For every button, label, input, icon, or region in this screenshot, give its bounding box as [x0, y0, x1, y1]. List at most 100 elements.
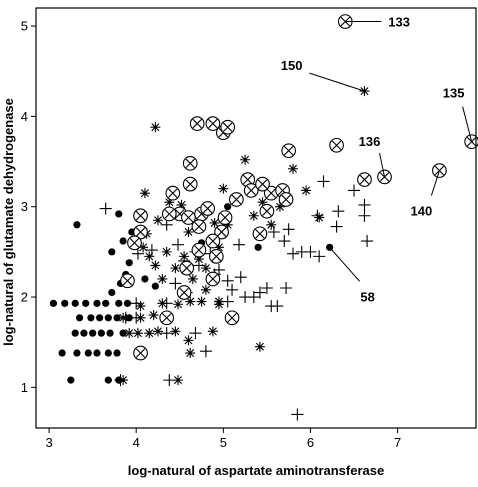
point-plus: [169, 277, 182, 290]
point-dot: [123, 299, 132, 307]
point-dot: [87, 314, 95, 322]
point-star: [288, 163, 299, 174]
point-star: [150, 260, 161, 271]
annotation-label: 136: [359, 134, 381, 149]
annotation-leader-line: [309, 72, 365, 92]
y-tick-label: 1: [21, 380, 28, 395]
point-star: [124, 328, 135, 339]
annotation-label: 58: [360, 289, 374, 304]
point-star: [213, 242, 224, 253]
point-star: [200, 284, 211, 295]
point-plus: [226, 283, 239, 296]
point-star: [173, 299, 184, 310]
point-dot: [93, 299, 101, 307]
annotation-leader-line: [379, 152, 386, 178]
point-plus: [160, 327, 173, 340]
point-circle-x: [255, 176, 270, 192]
x-tick-label: 5: [220, 435, 227, 450]
point-dot: [125, 259, 133, 267]
point-plus: [199, 345, 212, 358]
y-axis-title: log-natural of glutamate dehydrogenase: [1, 98, 16, 346]
point-circle-x: [278, 192, 294, 207]
point-plus: [253, 286, 266, 299]
point-circle-x: [281, 143, 297, 159]
point-circle-x: [200, 201, 215, 216]
point-dot: [71, 329, 79, 337]
point-star: [152, 326, 163, 337]
point-plus: [234, 271, 247, 284]
x-tick-label: 4: [133, 435, 140, 450]
annotation-label: 140: [411, 204, 433, 219]
x-tick-label: 6: [307, 435, 314, 450]
point-star: [173, 375, 184, 386]
point-dot: [93, 349, 101, 357]
point-circle-x: [243, 183, 259, 198]
point-star: [176, 199, 187, 210]
point-circle-x: [259, 203, 275, 219]
point-circle-x: [191, 219, 207, 234]
point-star: [200, 263, 211, 274]
point-star: [209, 217, 220, 228]
point-circle-x: [205, 116, 221, 131]
point-plus: [163, 374, 176, 387]
point-circle-x: [159, 310, 175, 326]
point-star: [150, 122, 161, 133]
point-plus: [358, 209, 371, 222]
point-star: [148, 310, 159, 321]
point-dot: [224, 203, 232, 211]
point-plus: [267, 226, 280, 238]
x-axis-title: log-natural of aspartate aminotransferas…: [128, 463, 384, 478]
point-plus: [221, 295, 234, 308]
point-circle-x: [161, 206, 177, 222]
point-dot: [104, 376, 112, 384]
point-star: [161, 246, 172, 257]
point-star: [248, 210, 259, 221]
point-star: [193, 254, 204, 265]
point-circle-x: [205, 233, 221, 249]
point-circle-x: [224, 310, 240, 326]
point-dot: [84, 349, 92, 357]
point-plus: [291, 408, 304, 421]
point-dot: [82, 299, 90, 307]
point-dot: [115, 299, 123, 307]
point-plus: [247, 291, 260, 304]
point-star: [254, 341, 265, 352]
point-star: [183, 335, 194, 346]
point-plus: [271, 300, 284, 313]
point-star: [301, 185, 312, 196]
point-circle-x: [205, 271, 221, 287]
point-dot: [254, 243, 262, 251]
point-plus: [260, 282, 273, 294]
tick-layer: 3 4 5 6 7 1 2 3 4 5: [21, 19, 401, 450]
point-plus: [160, 297, 173, 310]
point-plus: [130, 297, 143, 310]
point-circle-x: [377, 169, 392, 185]
point-dot: [58, 349, 66, 357]
point-dot: [49, 299, 58, 307]
point-circle-x: [214, 224, 229, 240]
point-circle-x: [120, 273, 135, 289]
point-circle-x: [127, 235, 142, 251]
point-star: [222, 219, 233, 230]
point-star: [274, 201, 285, 212]
annotation-leader-line: [462, 106, 473, 142]
point-circle-x: [329, 137, 344, 153]
point-star: [157, 273, 168, 284]
point-plus: [282, 223, 295, 236]
point-plus: [278, 235, 291, 248]
point-plus: [233, 238, 246, 251]
point-star: [139, 188, 150, 199]
y-tick-label: 3: [21, 199, 28, 214]
point-dot: [73, 349, 81, 357]
point-plus: [145, 244, 158, 257]
points-layer: [49, 14, 478, 421]
point-plus: [317, 175, 330, 188]
point-plus: [287, 247, 300, 260]
point-plus: [311, 209, 324, 222]
point-star: [170, 263, 181, 274]
x-tick-label: 7: [394, 435, 401, 450]
point-star: [266, 219, 277, 230]
point-circle-x: [229, 192, 244, 207]
point-plus: [330, 220, 343, 233]
